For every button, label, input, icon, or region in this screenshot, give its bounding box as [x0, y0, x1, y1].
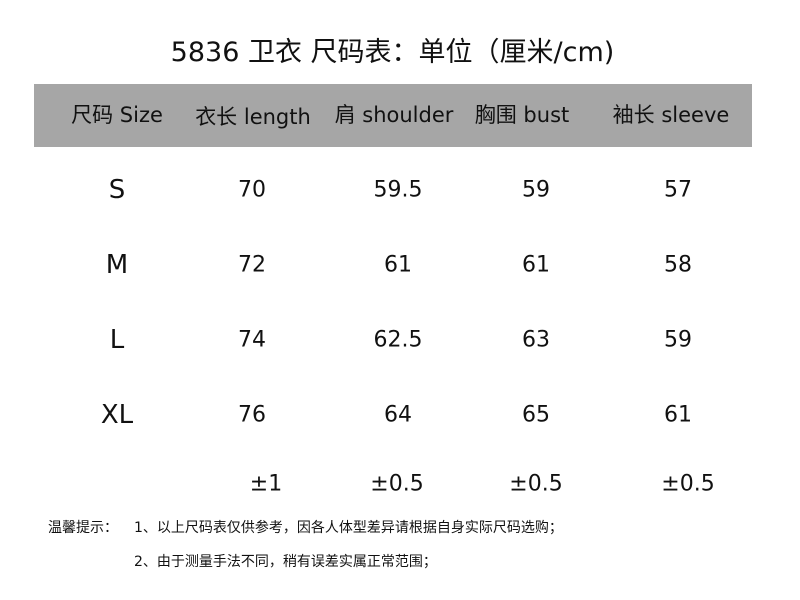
column-header-shoulder: 肩 shoulder: [334, 103, 454, 127]
cell-size: L: [109, 325, 125, 355]
cell-length: 76: [238, 402, 266, 428]
cell-bust: 65: [522, 402, 550, 428]
cell-length: 74: [238, 327, 266, 353]
cell-bust: 63: [522, 327, 550, 353]
tolerance-bust: ±0.5: [509, 471, 563, 497]
table-header-bar: [34, 84, 752, 147]
column-header-size: 尺码 Size: [71, 103, 163, 127]
cell-shoulder: 64: [384, 402, 412, 428]
cell-size: M: [105, 250, 129, 280]
cell-shoulder: 61: [384, 252, 412, 278]
cell-sleeve: 57: [664, 177, 692, 203]
tolerance-shoulder: ±0.5: [370, 471, 424, 497]
note-line-1: 1、以上尺码表仅供参考，因各人体型差异请根据自身实际尺码选购；: [134, 520, 563, 536]
column-header-length: 衣长 length: [195, 105, 311, 129]
column-header-sleeve: 袖长 sleeve: [612, 103, 730, 127]
cell-length: 70: [238, 177, 266, 203]
cell-size: XL: [100, 400, 134, 430]
cell-bust: 59: [522, 177, 550, 203]
cell-shoulder: 62.5: [373, 327, 423, 353]
cell-bust: 61: [522, 252, 550, 278]
page-title: 5836 卫衣 尺码表：单位（厘米/cm): [170, 37, 615, 68]
notes-label: 温馨提示：: [48, 520, 118, 536]
cell-sleeve: 61: [664, 402, 692, 428]
column-header-bust: 胸围 bust: [474, 103, 570, 127]
tolerance-sleeve: ±0.5: [661, 471, 715, 497]
cell-length: 72: [238, 252, 266, 278]
cell-sleeve: 58: [664, 252, 692, 278]
cell-shoulder: 59.5: [373, 177, 423, 203]
cell-size: S: [108, 175, 126, 205]
note-line-2: 2、由于测量手法不同，稍有误差实属正常范围；: [134, 554, 437, 570]
tolerance-length: ±1: [249, 471, 283, 497]
cell-sleeve: 59: [664, 327, 692, 353]
